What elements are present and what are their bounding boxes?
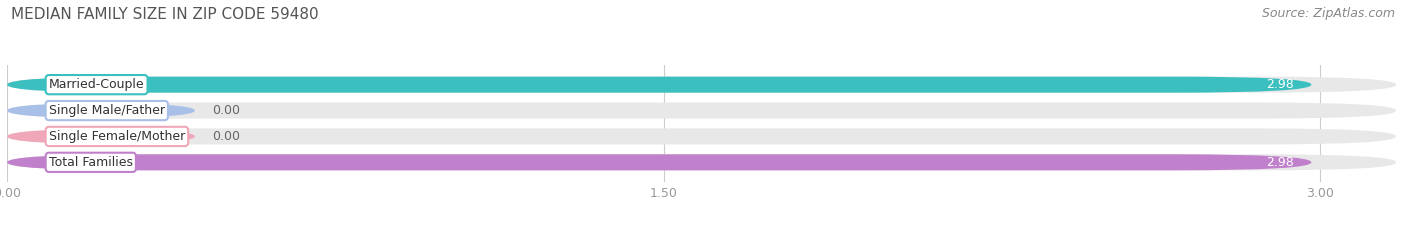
Text: 2.98: 2.98	[1267, 78, 1294, 91]
Text: Single Female/Mother: Single Female/Mother	[49, 130, 186, 143]
Text: Source: ZipAtlas.com: Source: ZipAtlas.com	[1261, 7, 1395, 20]
FancyBboxPatch shape	[7, 154, 1396, 170]
Text: 0.00: 0.00	[212, 130, 240, 143]
FancyBboxPatch shape	[7, 128, 195, 144]
Text: Total Families: Total Families	[49, 156, 132, 169]
Text: MEDIAN FAMILY SIZE IN ZIP CODE 59480: MEDIAN FAMILY SIZE IN ZIP CODE 59480	[11, 7, 319, 22]
FancyBboxPatch shape	[7, 154, 1312, 170]
Text: Single Male/Father: Single Male/Father	[49, 104, 165, 117]
Text: 0.00: 0.00	[212, 104, 240, 117]
FancyBboxPatch shape	[7, 103, 1396, 119]
Text: Married-Couple: Married-Couple	[49, 78, 145, 91]
FancyBboxPatch shape	[7, 77, 1396, 93]
FancyBboxPatch shape	[7, 128, 1396, 144]
Text: 2.98: 2.98	[1267, 156, 1294, 169]
FancyBboxPatch shape	[7, 77, 1312, 93]
FancyBboxPatch shape	[7, 103, 195, 119]
